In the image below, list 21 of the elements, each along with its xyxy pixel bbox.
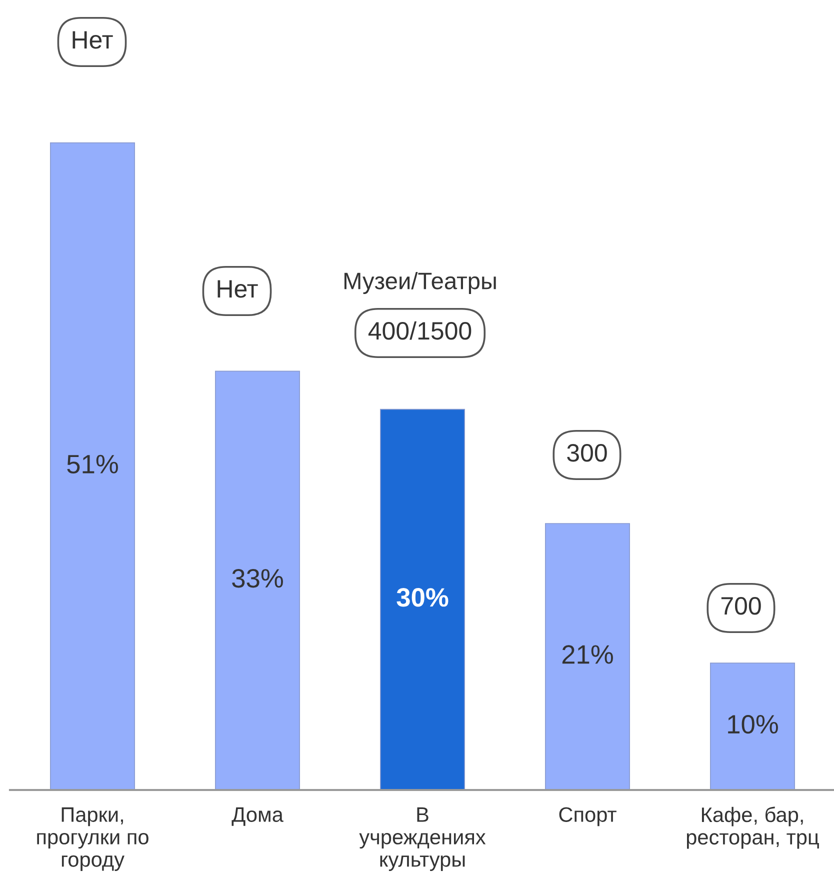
bar bbox=[215, 370, 300, 790]
annotation: 400/1500 bbox=[368, 321, 472, 340]
bar bbox=[50, 142, 135, 790]
annotation: 700 bbox=[721, 597, 761, 615]
data-label: 33% bbox=[232, 569, 283, 588]
x-tick-label: В учреждениях культуры bbox=[359, 807, 486, 871]
text: Нет bbox=[72, 31, 113, 49]
bar bbox=[710, 662, 795, 790]
data-label: 30% bbox=[396, 588, 448, 607]
x-tick-label: Кафе, бар, ресторан, трц bbox=[686, 806, 819, 849]
annotation: 300 bbox=[567, 444, 607, 462]
x-tick-label: Парки, прогулки по городу bbox=[37, 807, 148, 871]
data-label: 21% bbox=[562, 645, 613, 664]
bar bbox=[545, 523, 630, 790]
data-label: 51% bbox=[67, 454, 118, 474]
annotation: Музеи/Театры bbox=[344, 272, 496, 294]
bar bbox=[380, 408, 465, 790]
x-tick-label: Спорт bbox=[559, 807, 616, 826]
data-label: 10% bbox=[728, 714, 778, 734]
x-tick-label: Дома bbox=[232, 807, 284, 826]
annotation: Нет bbox=[218, 280, 258, 298]
